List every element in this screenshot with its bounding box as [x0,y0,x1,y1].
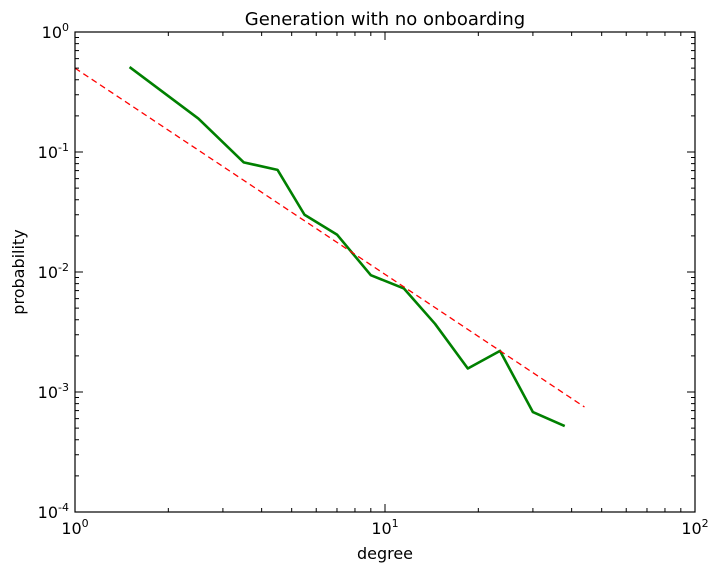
y-tick-label: 100 [42,21,69,42]
series-group [75,66,585,428]
y-axis-label: probability [9,229,28,314]
chart-title: Generation with no onboarding [245,9,525,30]
y-tick-label: 10-2 [38,261,69,282]
fit-line-series [75,67,585,408]
x-tick-label: 102 [681,517,708,538]
y-tick-label: 10-4 [38,501,69,522]
x-axis-label: degree [357,544,413,563]
plot-area [75,32,695,512]
axes-frame [74,31,696,513]
x-tick-label: 101 [371,517,398,538]
y-tick-label: 10-1 [38,141,69,162]
x-tick-label: 100 [61,517,88,538]
y-tick-label: 10-3 [38,381,69,402]
